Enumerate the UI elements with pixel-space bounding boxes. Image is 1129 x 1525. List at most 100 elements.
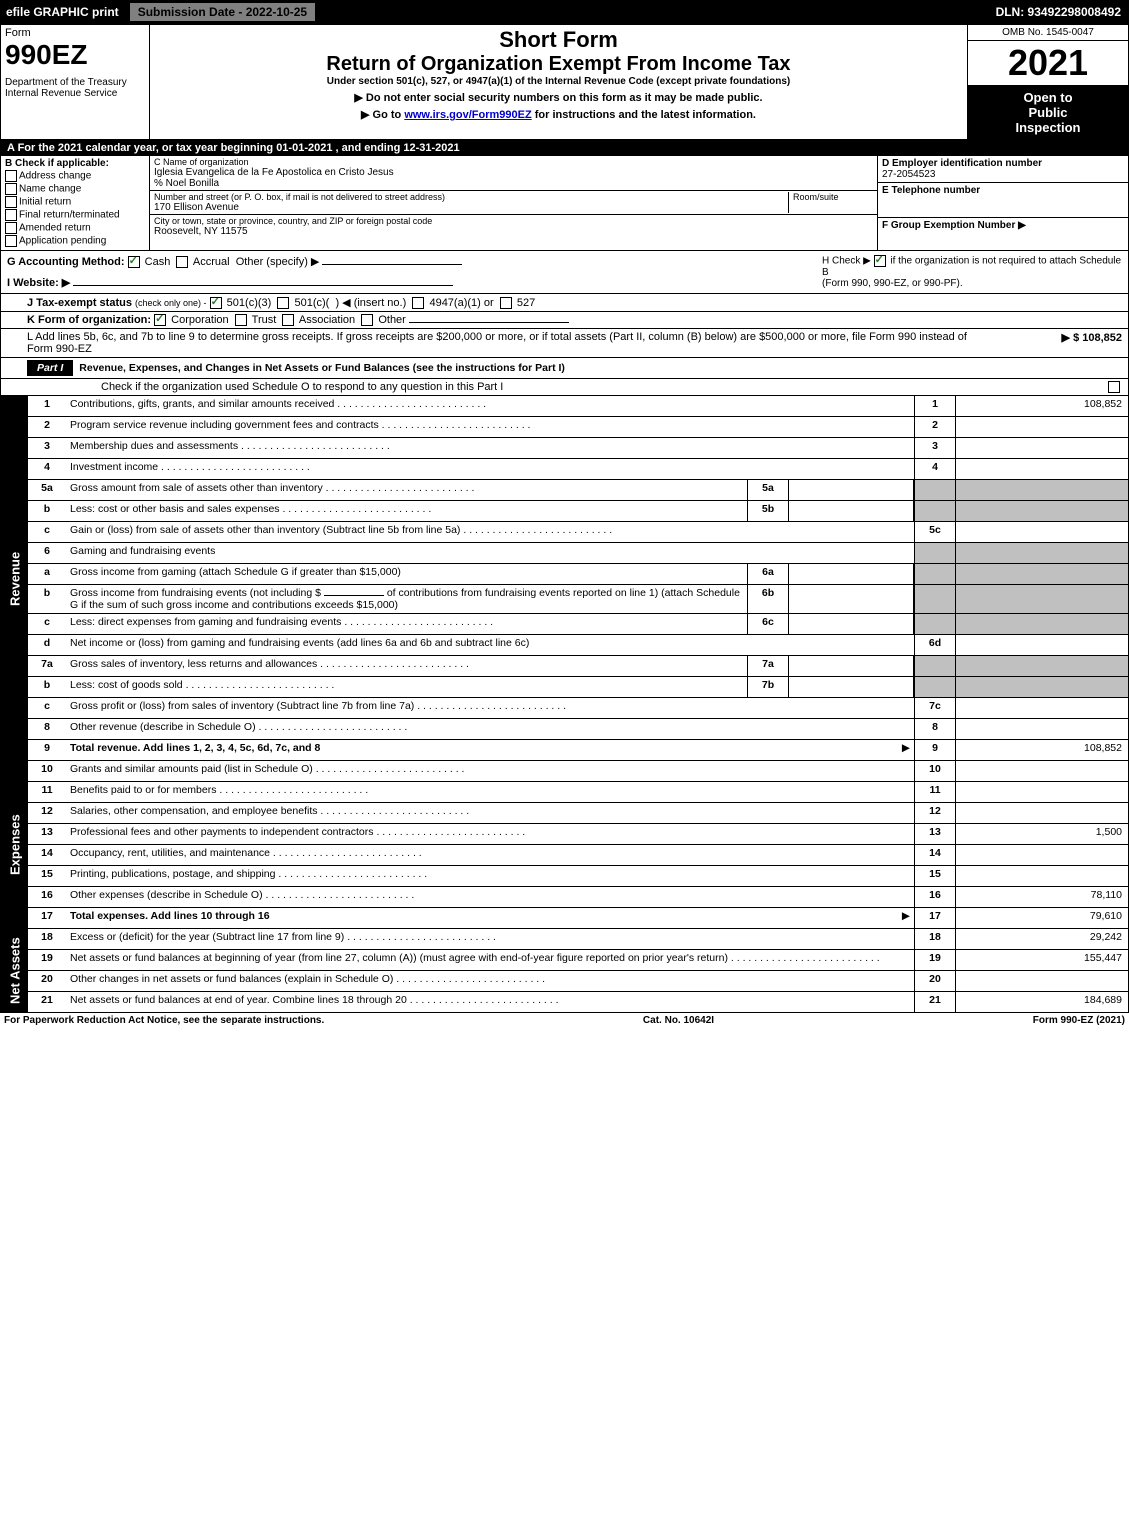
line-10-amount: [955, 761, 1128, 781]
chk-association[interactable]: [282, 314, 294, 326]
header-left: Form 990EZ Department of the Treasury In…: [1, 25, 150, 139]
chk-trust[interactable]: [235, 314, 247, 326]
label-i: I Website: ▶: [7, 277, 70, 289]
line-20-amount: [955, 971, 1128, 991]
section-bcdef: B Check if applicable: Address change Na…: [1, 156, 1128, 251]
line-g: G Accounting Method: Cash Accrual Other …: [7, 255, 822, 289]
header-right: OMB No. 1545-0047 2021 Open to Public In…: [967, 25, 1128, 139]
line-17-amount: 79,610: [955, 908, 1128, 928]
line-1-amount: 108,852: [955, 396, 1128, 416]
line-10-desc: Grants and similar amounts paid (list in…: [66, 761, 914, 781]
expenses-label: Expenses: [1, 761, 28, 929]
revenue-label: Revenue: [1, 396, 28, 761]
line-15-desc: Printing, publications, postage, and shi…: [66, 866, 914, 886]
label-ein: D Employer identification number: [882, 158, 1124, 169]
line-l-text: L Add lines 5b, 6c, and 7b to line 9 to …: [27, 331, 982, 355]
chk-schedule-o-part-i[interactable]: [1108, 381, 1120, 393]
form-number: 990EZ: [5, 39, 145, 71]
line-a: A For the 2021 calendar year, or tax yea…: [1, 140, 1128, 156]
irs-link[interactable]: www.irs.gov/Form990EZ: [404, 109, 531, 121]
box-b-title: B Check if applicable:: [5, 158, 145, 169]
chk-527[interactable]: [500, 297, 512, 309]
open-inspection: Open to Public Inspection: [968, 86, 1128, 139]
chk-501c3[interactable]: [210, 297, 222, 309]
efile-label: efile GRAPHIC print: [0, 5, 125, 19]
line-4-amount: [955, 459, 1128, 479]
return-title: Return of Organization Exempt From Incom…: [154, 53, 963, 76]
line-19-desc: Net assets or fund balances at beginning…: [66, 950, 914, 970]
submission-date: Submission Date - 2022-10-25: [129, 2, 316, 22]
chk-final-return[interactable]: Final return/terminated: [5, 209, 145, 221]
box-b: B Check if applicable: Address change Na…: [1, 156, 150, 250]
line-12-amount: [955, 803, 1128, 823]
line-5b-desc: Less: cost or other basis and sales expe…: [66, 501, 747, 521]
website-value: [73, 285, 453, 286]
footer-right: Form 990-EZ (2021): [1033, 1015, 1125, 1026]
line-2-amount: [955, 417, 1128, 437]
line-13-desc: Professional fees and other payments to …: [66, 824, 914, 844]
care-of: % Noel Bonilla: [154, 178, 873, 189]
street-address: 170 Ellison Avenue: [154, 202, 788, 213]
label-k: K Form of organization:: [27, 314, 151, 326]
ein-value: 27-2054523: [882, 169, 1124, 180]
top-bar: efile GRAPHIC print Submission Date - 20…: [0, 0, 1129, 24]
line-11-desc: Benefits paid to or for members: [66, 782, 914, 802]
page-footer: For Paperwork Reduction Act Notice, see …: [0, 1013, 1129, 1028]
line-7c-amount: [955, 698, 1128, 718]
chk-other-org[interactable]: [361, 314, 373, 326]
line-6d-amount: [955, 635, 1128, 655]
line-5c-amount: [955, 522, 1128, 542]
footer-left: For Paperwork Reduction Act Notice, see …: [4, 1015, 324, 1026]
dept-treasury: Department of the Treasury: [5, 77, 145, 88]
chk-amended-return[interactable]: Amended return: [5, 222, 145, 234]
label-phone: E Telephone number: [882, 185, 1124, 196]
chk-accrual[interactable]: [176, 256, 188, 268]
return-subtitle: Under section 501(c), 527, or 4947(a)(1)…: [154, 76, 963, 87]
chk-cash[interactable]: [128, 256, 140, 268]
line-16-amount: 78,110: [955, 887, 1128, 907]
chk-name-change[interactable]: Name change: [5, 183, 145, 195]
form-word: Form: [5, 27, 145, 39]
label-j: J Tax-exempt status: [27, 297, 132, 309]
line-13-amount: 1,500: [955, 824, 1128, 844]
label-room: Room/suite: [788, 192, 873, 213]
line-2-desc: Program service revenue including govern…: [66, 417, 914, 437]
chk-application-pending[interactable]: Application pending: [5, 235, 145, 247]
form-container: Form 990EZ Department of the Treasury In…: [0, 24, 1129, 1013]
chk-address-change[interactable]: Address change: [5, 170, 145, 182]
line-8-desc: Other revenue (describe in Schedule O): [66, 719, 914, 739]
line-12-desc: Salaries, other compensation, and employ…: [66, 803, 914, 823]
line-7b-desc: Less: cost of goods sold: [66, 677, 747, 697]
label-city: City or town, state or province, country…: [154, 216, 873, 226]
short-form-title: Short Form: [154, 27, 963, 53]
netassets-group: Net Assets 18Excess or (deficit) for the…: [1, 929, 1128, 1012]
line-7c-desc: Gross profit or (loss) from sales of inv…: [66, 698, 914, 718]
line-6a-desc: Gross income from gaming (attach Schedul…: [66, 564, 747, 584]
goto-post: for instructions and the latest informat…: [532, 109, 756, 121]
goto-pre: ▶ Go to: [361, 109, 404, 121]
chk-4947a1[interactable]: [412, 297, 424, 309]
line-h: H Check ▶ if the organization is not req…: [822, 255, 1122, 289]
line-6b-desc: Gross income from fundraising events (no…: [66, 585, 747, 613]
chk-corporation[interactable]: [154, 314, 166, 326]
line-6c-desc: Less: direct expenses from gaming and fu…: [66, 614, 747, 634]
part-i-checkline: Check if the organization used Schedule …: [1, 379, 1128, 396]
tax-year: 2021: [968, 41, 1128, 86]
line-l-amount: ▶ $ 108,852: [982, 331, 1122, 355]
dln-label: DLN: 93492298008492: [996, 5, 1129, 19]
line-11-amount: [955, 782, 1128, 802]
line-19-amount: 155,447: [955, 950, 1128, 970]
chk-schedule-b[interactable]: [874, 255, 886, 267]
line-15-amount: [955, 866, 1128, 886]
line-g-h: G Accounting Method: Cash Accrual Other …: [1, 251, 1128, 294]
chk-501c[interactable]: [277, 297, 289, 309]
part-i-title: Revenue, Expenses, and Changes in Net As…: [79, 362, 565, 374]
label-group-exemption: F Group Exemption Number ▶: [882, 220, 1026, 231]
line-l: L Add lines 5b, 6c, and 7b to line 9 to …: [1, 329, 1128, 358]
revenue-group: Revenue 1Contributions, gifts, grants, a…: [1, 396, 1128, 761]
chk-initial-return[interactable]: Initial return: [5, 196, 145, 208]
line-1-desc: Contributions, gifts, grants, and simila…: [66, 396, 914, 416]
omb-number: OMB No. 1545-0047: [968, 25, 1128, 41]
header-center: Short Form Return of Organization Exempt…: [150, 25, 967, 139]
goto-line: ▶ Go to www.irs.gov/Form990EZ for instru…: [154, 108, 963, 121]
